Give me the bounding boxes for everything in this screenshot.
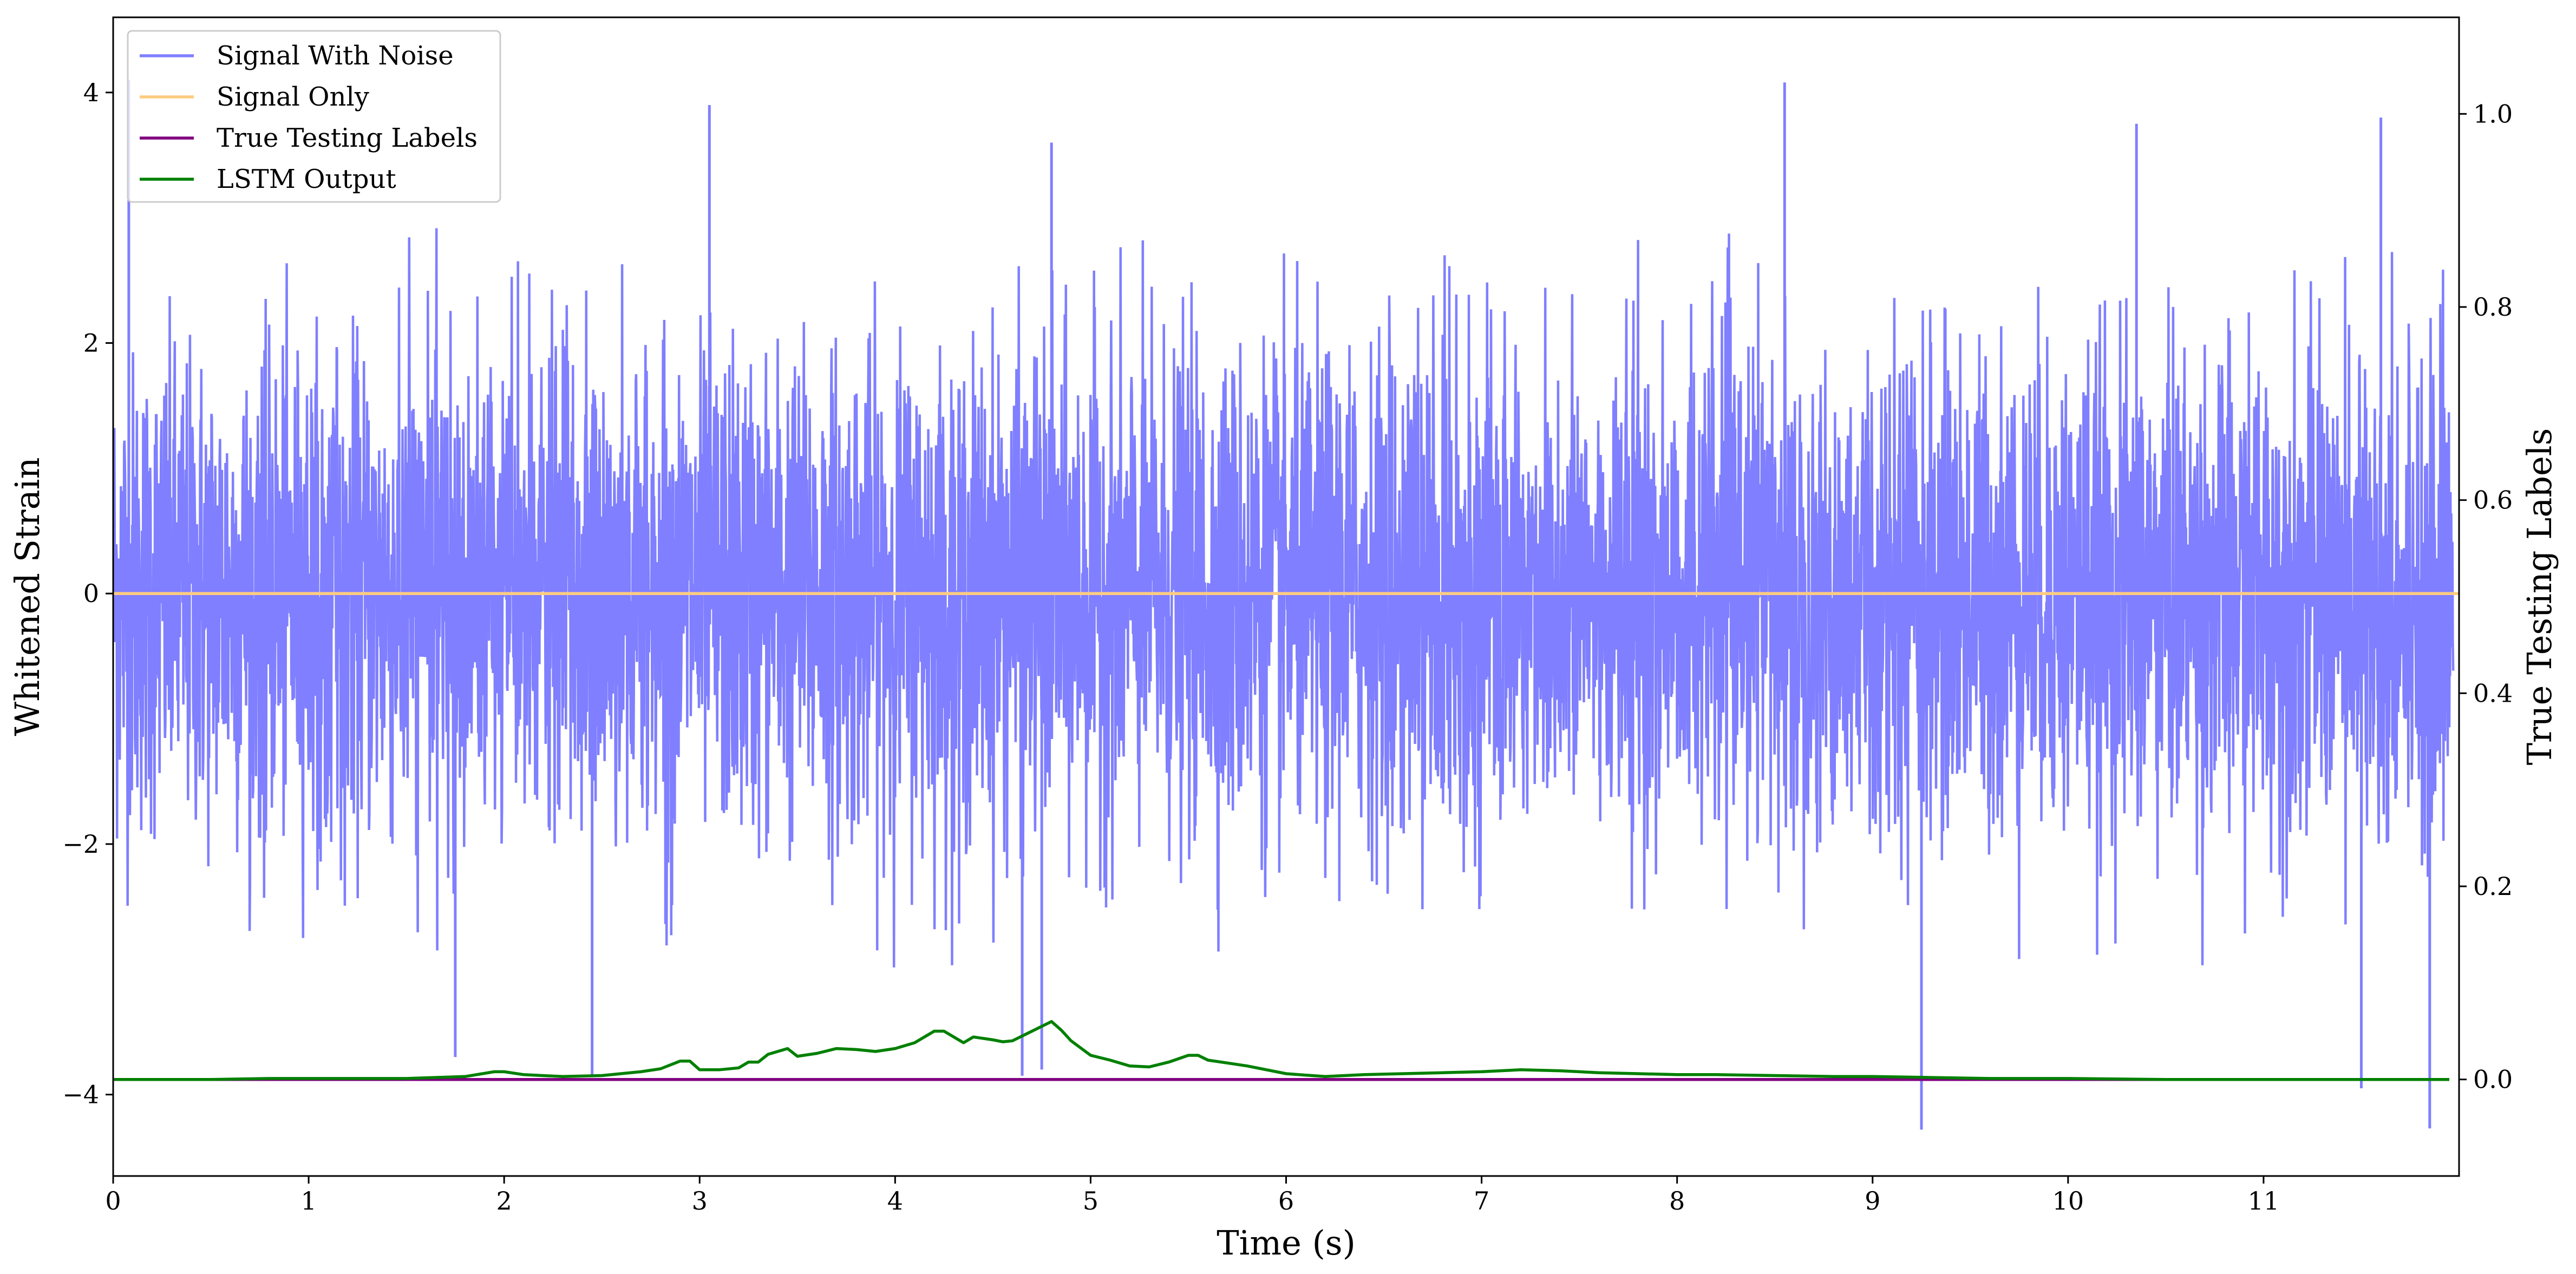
x-tick-label: 5 bbox=[1083, 1186, 1099, 1216]
y-tick-label: 0 bbox=[83, 579, 99, 608]
x-axis-label: Time (s) bbox=[1217, 1223, 1356, 1263]
x-tick-label: 1 bbox=[300, 1186, 316, 1216]
x-tick-label: 10 bbox=[2052, 1186, 2084, 1216]
legend-label: Signal With Noise bbox=[217, 41, 454, 71]
y-tick-label: 4 bbox=[83, 78, 99, 107]
x-tick-label: 4 bbox=[887, 1186, 903, 1216]
x-tick-label: 9 bbox=[1865, 1186, 1880, 1216]
x-tick-label: 0 bbox=[105, 1186, 121, 1216]
x-tick-label: 2 bbox=[496, 1186, 512, 1216]
y-tick-label: −2 bbox=[62, 829, 99, 859]
signal-with-noise-line bbox=[113, 228, 2455, 968]
x-tick-label: 8 bbox=[1669, 1186, 1685, 1216]
legend-label: True Testing Labels bbox=[217, 123, 478, 153]
x-tick-label: 3 bbox=[692, 1186, 708, 1216]
x-axis: 0 1 2 3 4 5 6 7 8 9 10 11 bbox=[105, 1176, 2279, 1216]
series-lines bbox=[113, 592, 2459, 1081]
y2-tick-label: 0.0 bbox=[2473, 1065, 2513, 1094]
legend: Signal With Noise Signal Only True Testing… bbox=[127, 30, 501, 203]
y-tick-label: 2 bbox=[83, 329, 99, 358]
legend-box bbox=[127, 30, 501, 203]
legend-label: LSTM Output bbox=[217, 164, 396, 194]
y-axis-left: −4 −2 0 2 4 bbox=[62, 78, 113, 1109]
y-tick-label: −4 bbox=[62, 1080, 99, 1109]
y2-tick-label: 0.8 bbox=[2473, 292, 2513, 322]
series-signal-with-noise bbox=[113, 80, 2455, 1130]
y2-axis-label: True Testing Labels bbox=[2520, 428, 2559, 766]
y2-tick-label: 0.6 bbox=[2473, 486, 2513, 515]
y2-tick-label: 0.2 bbox=[2473, 872, 2513, 901]
x-tick-label: 6 bbox=[1278, 1186, 1294, 1216]
legend-label: Signal Only bbox=[217, 82, 369, 112]
plot-area bbox=[113, 80, 2459, 1130]
series-line-lstm-output bbox=[113, 1020, 2449, 1081]
x-tick-label: 7 bbox=[1474, 1186, 1489, 1216]
y2-tick-label: 0.4 bbox=[2473, 678, 2513, 708]
y-axis-label: Whitened Strain bbox=[8, 458, 47, 736]
x-tick-label: 11 bbox=[2248, 1186, 2280, 1216]
y2-tick-label: 1.0 bbox=[2473, 99, 2513, 128]
y-axis-right: 0.0 0.2 0.4 0.6 0.8 1.0 bbox=[2459, 99, 2513, 1094]
